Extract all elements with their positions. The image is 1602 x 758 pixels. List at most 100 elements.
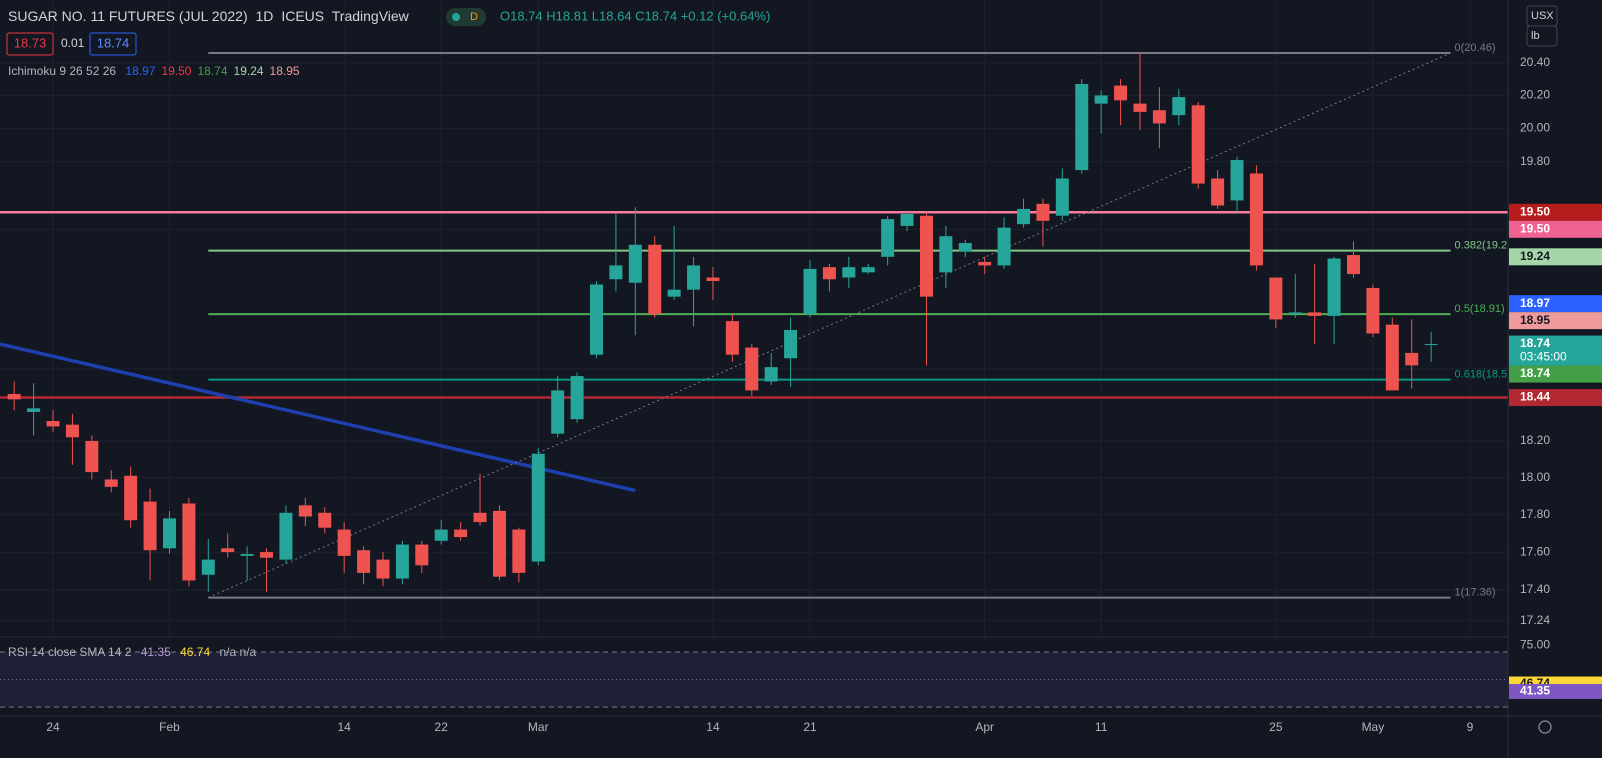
price-label-box bbox=[1509, 365, 1602, 383]
ask-box[interactable] bbox=[89, 32, 137, 56]
x-tick-label: 14 bbox=[706, 720, 720, 734]
fib-label: 0.5(18.91) bbox=[1455, 303, 1505, 315]
candle-body bbox=[1327, 258, 1341, 316]
candle-body bbox=[551, 390, 565, 434]
candle-body bbox=[454, 529, 468, 538]
y-tick-label: 17.60 bbox=[1520, 544, 1550, 558]
market-badge[interactable] bbox=[446, 8, 486, 26]
price-label: 18.74 bbox=[1520, 366, 1550, 380]
candle-body bbox=[570, 376, 584, 420]
x-tick-label: 25 bbox=[1269, 720, 1283, 734]
trend-line bbox=[0, 342, 636, 493]
settings-icon[interactable] bbox=[1538, 720, 1552, 734]
candle-body bbox=[1346, 255, 1360, 275]
candle-body bbox=[124, 475, 138, 521]
candle-body bbox=[1230, 160, 1244, 201]
candle-body bbox=[1366, 287, 1380, 334]
x-tick-label: May bbox=[1362, 720, 1385, 734]
candle-body bbox=[764, 367, 778, 382]
source: TradingView bbox=[332, 8, 410, 24]
y-tick-label: 20.20 bbox=[1520, 88, 1550, 102]
y-tick-label: 17.80 bbox=[1520, 507, 1550, 521]
ohlc-values: O18.74 H18.81 L18.64 C18.74 +0.12 (+0.64… bbox=[500, 8, 770, 23]
candle-body bbox=[85, 440, 99, 473]
bid-box[interactable] bbox=[6, 32, 54, 56]
x-tick-label: Apr bbox=[975, 720, 994, 734]
candle-body bbox=[1211, 178, 1225, 206]
currency: USX bbox=[1531, 10, 1554, 22]
na-values: n/a n/a bbox=[220, 645, 257, 659]
candle-body bbox=[182, 503, 196, 581]
candle-body bbox=[298, 505, 312, 517]
x-tick-label: Mar bbox=[528, 720, 549, 734]
candle-body bbox=[861, 267, 875, 273]
price-pane: 0(20.46) 0.382(19.2 0.5(18.91) 0.618(18.5 1(… bbox=[0, 0, 1508, 636]
price-label-box bbox=[1509, 203, 1602, 221]
candle-body bbox=[667, 289, 681, 297]
candle-body bbox=[1269, 277, 1283, 320]
candle-body bbox=[1114, 85, 1128, 101]
price-label: 19.24 bbox=[1520, 249, 1550, 263]
price-label-box bbox=[1509, 389, 1602, 407]
fib-label: 0(20.46) bbox=[1455, 42, 1496, 54]
candle-body bbox=[434, 529, 448, 541]
rsi-tick-label: 75.00 bbox=[1520, 637, 1550, 651]
ichimoku-value: 18.95 bbox=[270, 64, 300, 78]
candle-body bbox=[842, 267, 856, 278]
candle-body bbox=[919, 215, 933, 297]
rsi-label-box bbox=[1509, 683, 1602, 699]
x-tick-label: 11 bbox=[1095, 720, 1108, 734]
spread: 0.01 bbox=[61, 36, 85, 50]
candle-body bbox=[1288, 312, 1302, 315]
x-tick-label: 14 bbox=[337, 720, 351, 734]
candle-body bbox=[318, 512, 332, 528]
candle-body bbox=[609, 265, 623, 280]
price-label-box bbox=[1509, 220, 1602, 238]
sma-value: 46.74 bbox=[180, 645, 210, 659]
rsi-pane bbox=[0, 651, 1508, 708]
candle-body bbox=[221, 548, 235, 553]
candle-body bbox=[46, 421, 60, 427]
candle-body bbox=[978, 261, 992, 266]
candle-body bbox=[725, 321, 739, 355]
candle-body bbox=[162, 518, 176, 549]
candle-body bbox=[958, 243, 972, 252]
candle-body bbox=[1075, 83, 1089, 171]
candle-body bbox=[531, 453, 545, 562]
candle-body bbox=[143, 501, 157, 551]
candle-body bbox=[648, 244, 662, 315]
candle-body bbox=[803, 268, 817, 315]
candle-body bbox=[1094, 95, 1108, 104]
fib-label: 0.618(18.5 bbox=[1455, 369, 1508, 381]
candle-body bbox=[706, 277, 720, 282]
price-label: 19.50 bbox=[1520, 221, 1550, 235]
candle-body bbox=[1385, 324, 1399, 391]
candle-body bbox=[65, 424, 79, 438]
indicator-name: Ichimoku 9 26 52 26 bbox=[8, 64, 116, 78]
candle-body bbox=[822, 267, 836, 280]
candle-body bbox=[104, 479, 118, 487]
x-tick-label: 21 bbox=[803, 720, 817, 734]
candle-body bbox=[512, 529, 526, 573]
status-dot bbox=[452, 13, 460, 21]
countdown: 03:45:00 bbox=[1520, 350, 1567, 364]
price-label: 19.50 bbox=[1520, 204, 1550, 218]
candle-body bbox=[1191, 105, 1205, 184]
ask: 18.74 bbox=[97, 35, 130, 50]
candle-body bbox=[1424, 344, 1438, 346]
symbol-title: SUGAR NO. 11 FUTURES (JUL 2022) bbox=[8, 8, 248, 24]
candle-body bbox=[628, 244, 642, 283]
y-tick-label: 18.20 bbox=[1520, 433, 1550, 447]
candle-body bbox=[240, 553, 254, 556]
y-tick-label: 20.00 bbox=[1520, 121, 1550, 135]
header-row: SUGAR NO. 11 FUTURES (JUL 2022) 1D ICEUS… bbox=[8, 8, 410, 24]
rsi-band bbox=[0, 652, 1508, 708]
unit-button[interactable] bbox=[1526, 25, 1558, 47]
y-tick-label: 20.40 bbox=[1520, 55, 1550, 69]
candle-body bbox=[1308, 312, 1322, 316]
candle-body bbox=[784, 329, 798, 359]
trend-line bbox=[208, 52, 1451, 599]
candle-body bbox=[201, 559, 215, 575]
ichimoku-value: 18.74 bbox=[197, 64, 227, 78]
